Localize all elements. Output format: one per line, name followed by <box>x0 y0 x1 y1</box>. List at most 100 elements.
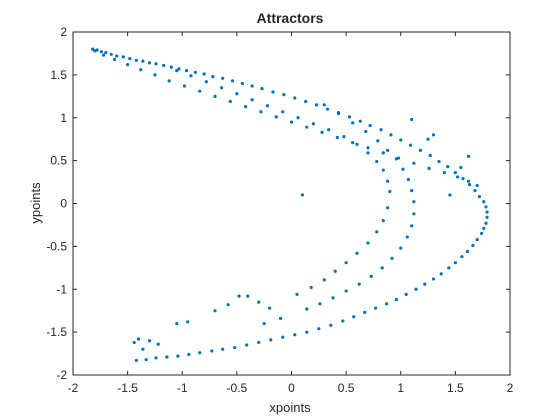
data-point <box>410 117 414 122</box>
data-point <box>327 128 331 132</box>
data-point <box>428 153 432 158</box>
data-point <box>309 285 313 290</box>
data-point <box>408 143 413 147</box>
data-point <box>317 327 321 331</box>
data-point <box>281 335 285 339</box>
data-point <box>399 246 403 250</box>
data-point <box>447 266 451 270</box>
data-point <box>139 68 143 72</box>
data-point <box>318 302 322 306</box>
data-point <box>381 151 385 155</box>
data-point <box>305 125 309 129</box>
x-tick-label: 0 <box>288 381 295 395</box>
data-point <box>357 282 361 286</box>
data-point <box>471 243 475 248</box>
data-point <box>386 206 390 210</box>
data-point <box>99 50 104 54</box>
data-point <box>364 129 368 134</box>
data-point <box>376 139 380 143</box>
data-point <box>136 337 141 341</box>
data-point <box>482 200 486 204</box>
data-point <box>446 165 450 169</box>
data-point <box>381 219 385 223</box>
data-point <box>352 315 356 319</box>
axis-ticks: -2 -1.5 -1 -0.5 0 0.5 1 1.5 2 -2 -1.5 -1 -0.5 0 0.5 1 1.… <box>46 25 513 395</box>
data-point <box>169 65 173 69</box>
y-tick-label: 2 <box>60 25 67 39</box>
data-point <box>259 110 263 114</box>
data-point <box>342 135 346 139</box>
data-point <box>388 189 392 194</box>
data-point <box>156 342 160 346</box>
chart-title: Attractors <box>257 10 324 26</box>
data-point <box>412 161 416 165</box>
data-point <box>466 179 471 183</box>
data-point <box>410 189 414 193</box>
data-point <box>473 189 477 193</box>
data-point <box>175 321 179 326</box>
data-point <box>475 237 479 242</box>
data-point <box>369 274 373 278</box>
data-point <box>153 73 157 77</box>
x-tick-label: -1.5 <box>117 381 138 395</box>
data-point <box>399 138 403 142</box>
data-point <box>347 115 352 119</box>
data-point <box>479 231 484 236</box>
data-point <box>219 86 224 90</box>
data-point <box>213 309 217 313</box>
data-point <box>366 151 370 155</box>
data-point <box>461 177 465 181</box>
data-point <box>177 67 181 71</box>
x-tick-label: 0.5 <box>338 381 355 395</box>
data-point <box>278 316 283 321</box>
data-point <box>162 63 166 68</box>
data-point <box>358 119 362 123</box>
data-point <box>176 354 180 358</box>
x-tick-label: -2 <box>68 381 79 395</box>
data-point <box>167 79 171 83</box>
data-point <box>406 177 410 182</box>
data-point <box>257 300 261 304</box>
data-point <box>431 133 436 137</box>
data-point <box>271 90 275 94</box>
data-point <box>380 266 384 270</box>
data-point <box>293 96 297 100</box>
data-point <box>401 167 405 171</box>
data-point <box>165 355 169 359</box>
data-point <box>366 241 370 245</box>
x-tick-label: 1 <box>397 381 404 395</box>
data-point <box>235 92 239 96</box>
data-point <box>109 52 113 56</box>
data-point <box>260 86 264 91</box>
data-point <box>141 59 145 63</box>
data-point <box>134 358 138 363</box>
data-point <box>281 110 285 114</box>
data-point <box>147 339 152 343</box>
data-point <box>221 76 225 80</box>
data-point <box>423 282 427 286</box>
data-point <box>295 292 299 296</box>
data-point <box>115 54 119 58</box>
data-point <box>414 287 418 291</box>
data-point <box>448 193 452 197</box>
data-point <box>484 205 488 209</box>
data-point <box>93 49 97 53</box>
data-point <box>467 183 472 187</box>
data-point <box>322 103 326 107</box>
data-point <box>460 255 464 259</box>
y-tick-label: 0 <box>60 197 67 211</box>
data-point <box>282 92 286 97</box>
y-tick-label: -2 <box>56 368 67 382</box>
data-point <box>439 272 443 276</box>
data-point <box>244 105 248 109</box>
data-point <box>240 81 244 86</box>
data-point <box>412 200 416 204</box>
data-point <box>210 349 214 353</box>
axes-box <box>72 31 511 376</box>
data-point <box>344 289 348 293</box>
data-point <box>410 224 414 228</box>
data-point <box>193 70 197 74</box>
data-point <box>315 103 319 107</box>
data-point <box>121 55 125 59</box>
data-point <box>363 310 367 315</box>
